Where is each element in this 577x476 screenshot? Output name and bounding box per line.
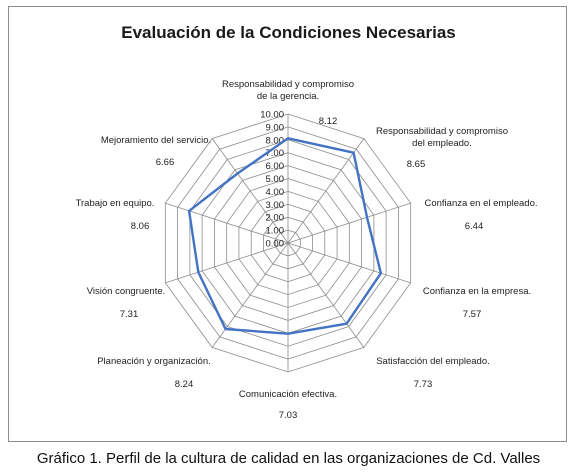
category-label: Responsabilidad y compromiso del empleado…: [376, 126, 508, 149]
category-label-line: Confianza en el empleado.: [424, 198, 537, 209]
value-label: 8.06: [131, 221, 150, 232]
chart-title: Evaluación de la Condiciones Necesarias: [121, 23, 456, 42]
data-series-line: [187, 137, 383, 335]
value-label: 7.31: [120, 309, 139, 320]
axis-spoke: [211, 242, 289, 348]
tick-label: 4.00: [266, 187, 285, 198]
tick-label: 9.00: [266, 122, 285, 133]
category-label-line: Trabajo en equipo.: [76, 198, 155, 209]
tick-label: 2.00: [266, 213, 285, 224]
chart-frame: Evaluación de la Condiciones Necesarias …: [8, 6, 567, 442]
category-label: Trabajo en equipo.: [76, 198, 155, 209]
category-label: Confianza en el empleado.: [424, 198, 537, 209]
category-label-line: de la gerencia.: [257, 91, 319, 102]
axis-spoke: [287, 242, 365, 348]
axis-spoke: [287, 242, 411, 284]
value-label: 6.66: [156, 157, 175, 168]
value-label: 7.57: [463, 309, 482, 320]
value-label: 7.03: [279, 410, 298, 421]
category-label: Planeación y organización.: [97, 356, 211, 367]
value-label: 7.73: [414, 379, 433, 390]
value-label: 8.12: [319, 116, 338, 127]
category-label: Mejoramiento del servicio.: [101, 135, 211, 146]
tick-label: 10.00: [260, 110, 284, 121]
category-label: Visión congruente.: [87, 286, 166, 297]
category-label: Confianza en la empresa.: [423, 286, 531, 297]
radar-chart: 0.00 1.00 2.00 3.00 4.00 5.00 6.00 7.00 8.00 9.00…: [76, 79, 538, 421]
tick-label: 6.00: [266, 161, 285, 172]
category-label: Satisfacción del empleado.: [376, 356, 490, 367]
tick-label: 7.00: [266, 148, 285, 159]
tick-label: 8.00: [266, 135, 285, 146]
category-label-line: Responsabilidad y compromiso: [222, 79, 354, 90]
tick-label: 5.00: [266, 174, 285, 185]
axis-spoke: [165, 202, 289, 244]
tick-label: 0.00: [266, 239, 285, 250]
axis-spoke: [287, 202, 411, 244]
tick-label: 1.00: [266, 226, 285, 237]
category-label-line: Planeación y organización.: [97, 356, 211, 367]
category-label: Responsabilidad y compromiso de la gerenc…: [222, 79, 354, 102]
category-label-line: Confianza en la empresa.: [423, 286, 531, 297]
category-label-line: del empleado.: [412, 138, 472, 149]
axis-spoke: [211, 138, 289, 244]
category-label-line: Satisfacción del empleado.: [376, 356, 490, 367]
axis-spoke: [165, 242, 289, 284]
figure-caption: Gráfico 1. Perfil de la cultura de calid…: [36, 450, 541, 467]
category-label: Comunicación efectiva.: [239, 389, 337, 400]
tick-label: 3.00: [266, 200, 285, 211]
category-label-line: Mejoramiento del servicio.: [101, 135, 211, 146]
axis-spoke: [287, 138, 365, 244]
value-label: 8.65: [407, 159, 426, 170]
value-label: 8.24: [175, 379, 194, 390]
category-label-line: Visión congruente.: [87, 286, 166, 297]
category-label-line: Comunicación efectiva.: [239, 389, 337, 400]
category-label-line: Responsabilidad y compromiso: [376, 126, 508, 137]
value-label: 6.44: [465, 221, 484, 232]
